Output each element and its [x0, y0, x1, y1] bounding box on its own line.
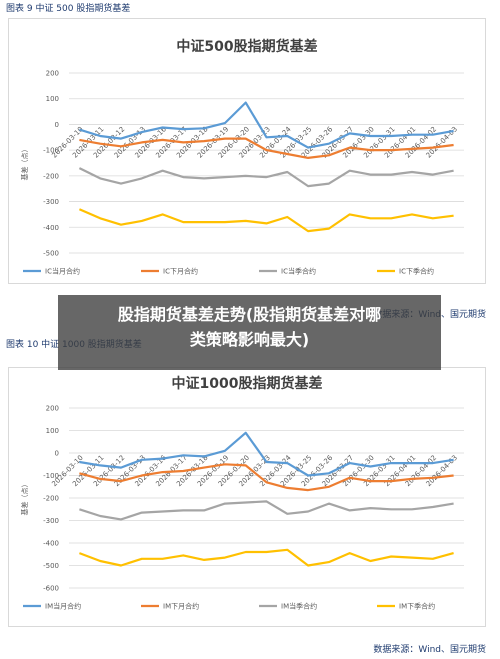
y-tick-label: 200	[46, 70, 59, 78]
chart-zz1000: 中证1000股指期货基差 200 100 0 -100 -200 -300 -400 -500 -…	[20, 375, 464, 611]
legend-label-2: IC下月合约	[163, 267, 198, 276]
y-tick-label: -500	[43, 562, 59, 570]
series-line-2	[79, 137, 454, 159]
series-line-2	[79, 463, 454, 492]
figure-9-caption: 图表 9 中证 500 股指期货基差	[6, 4, 131, 14]
legend-label-4: IC下季合约	[399, 267, 434, 276]
series-line-4	[78, 208, 454, 233]
chart-panel-zz500: 中证500股指期货基差 200 100 0 -100 -200 -300 -400 -500 基差…	[8, 18, 486, 284]
series-line-3	[79, 500, 454, 521]
legend-label-1: IC当月合约	[45, 267, 80, 276]
y-tick-label: -100	[43, 147, 59, 155]
y-tick-label: -200	[43, 172, 59, 180]
y-tick-label: -600	[43, 585, 59, 593]
chart-title: 中证500股指期货基差	[176, 38, 317, 55]
y-tick-label: 200	[46, 405, 59, 413]
y-tick-label: -500	[43, 250, 59, 258]
series-line-4	[79, 548, 454, 567]
article-title-overlay[interactable]: 股指期货基差走势(股指期货基差对哪 类策略影响最大)	[58, 295, 441, 370]
legend-label-3: IC当季合约	[281, 267, 316, 276]
overlay-title-line-2: 类策略影响最大)	[189, 330, 310, 349]
overlay-title-line-1: 股指期货基差走势(股指期货基差对哪	[117, 305, 382, 324]
y-tick-label: 0	[55, 121, 59, 129]
y-tick-label: 100	[46, 427, 59, 435]
legend-label-4: IM下季合约	[399, 602, 435, 611]
series-line-1	[79, 101, 454, 149]
legend-label-2: IM下月合约	[163, 602, 199, 611]
source-note-bottom: 数据来源：Wind、国元期货	[373, 645, 486, 655]
chart-title: 中证1000股指期货基差	[172, 375, 323, 392]
chart-zz500: 中证500股指期货基差 200 100 0 -100 -200 -300 -400 -500 基差…	[20, 38, 464, 276]
chart-panel-zz1000: 中证1000股指期货基差 200 100 0 -100 -200 -300 -400 -500 -…	[8, 367, 486, 627]
legend-label-1: IM当月合约	[45, 602, 81, 611]
y-tick-label: 100	[46, 95, 59, 103]
y-axis-label: 基差（点）	[20, 146, 29, 181]
y-tick-label: -200	[43, 495, 59, 503]
legend-label-3: IM当季合约	[281, 602, 317, 611]
y-tick-label: -400	[43, 540, 59, 548]
y-axis-label: 基差（点）	[20, 481, 29, 516]
series-line-3	[78, 167, 454, 188]
y-tick-label: -400	[43, 224, 59, 232]
series-line-1	[79, 431, 454, 477]
y-tick-label: -300	[43, 517, 59, 525]
y-tick-label: 0	[55, 450, 59, 458]
y-tick-label: -100	[43, 472, 59, 480]
y-tick-label: -300	[43, 198, 59, 206]
